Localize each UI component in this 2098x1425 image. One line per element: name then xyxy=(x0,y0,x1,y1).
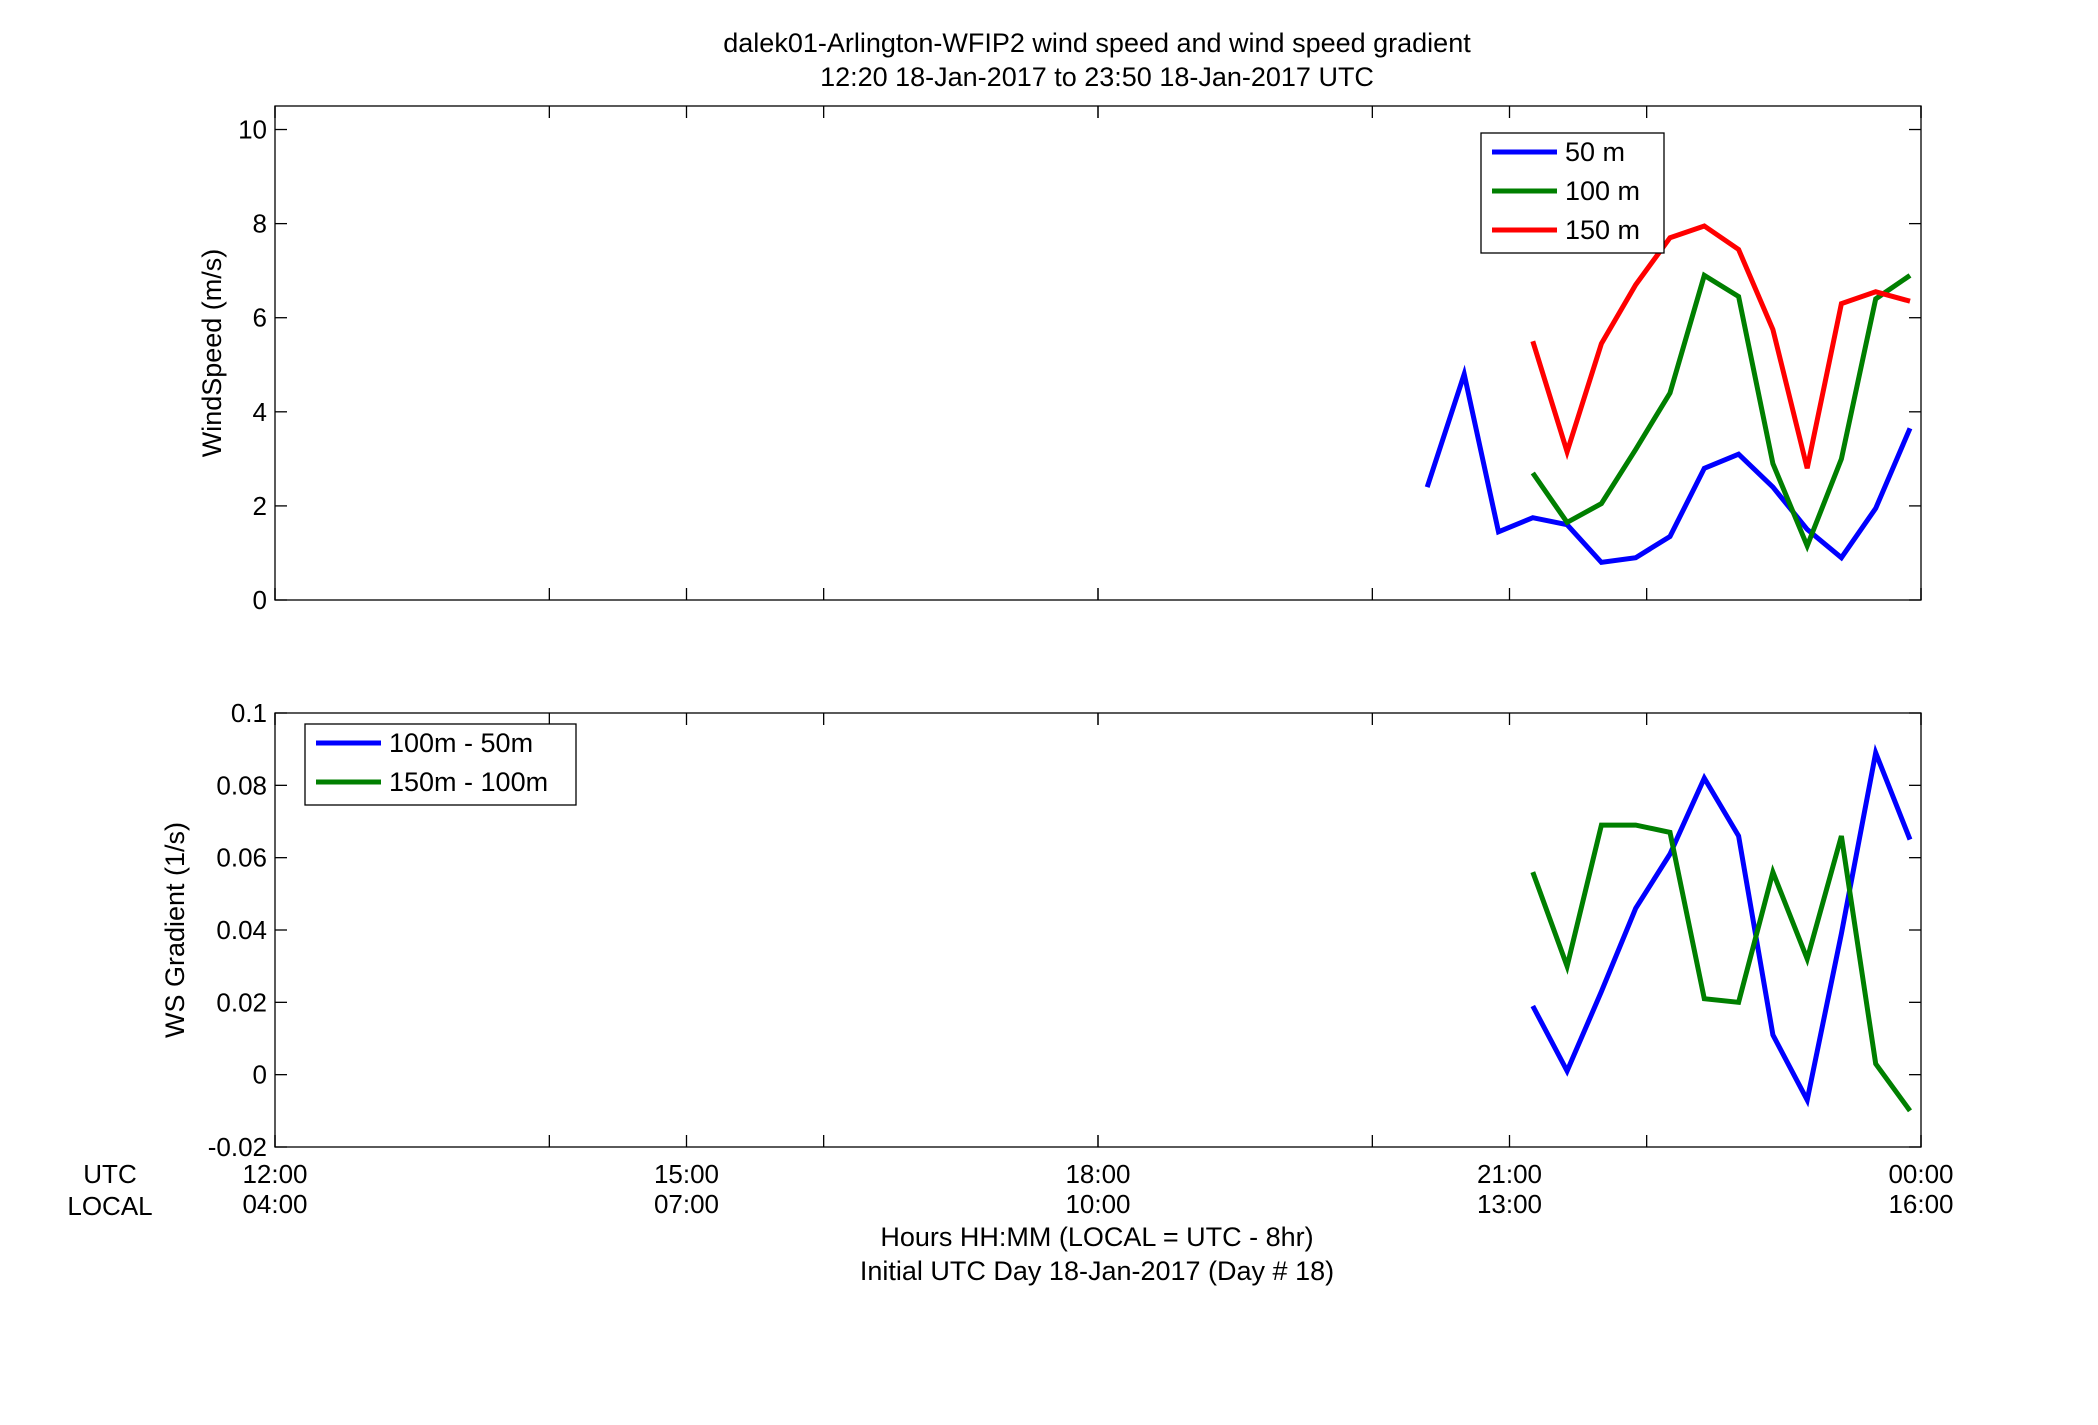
utc-tick-label: 12:00 xyxy=(242,1159,307,1189)
windspeed-panel: 0 2 4 6 8 10 WindSpeed (m/s) 50 m 100 m 150 m xyxy=(197,105,1922,615)
legend-label-100m: 100 m xyxy=(1565,176,1640,206)
gradient-series xyxy=(1530,743,1913,1113)
gradient-ticks: -0.02 0 0.02 0.04 0.06 0.08 0.1 xyxy=(208,698,1922,1162)
y-tick-label: 6 xyxy=(253,303,267,333)
y-tick-label: 10 xyxy=(238,115,267,145)
gradient-panel: -0.02 0 0.02 0.04 0.06 0.08 0.1 WS Gradient (1… xyxy=(160,698,1922,1162)
gradient-legend: 100m - 50m 150m - 100m xyxy=(304,723,577,806)
y-tick-label: 8 xyxy=(253,209,267,239)
local-row-label: LOCAL xyxy=(67,1191,152,1221)
y-tick-label: -0.02 xyxy=(208,1132,267,1162)
local-tick-label: 07:00 xyxy=(654,1189,719,1219)
y-tick-label: 0.08 xyxy=(216,770,267,800)
windspeed-series xyxy=(1424,223,1913,566)
series-line-50-m xyxy=(1424,364,1913,566)
chart-title-line2: 12:20 18-Jan-2017 to 23:50 18-Jan-2017 U… xyxy=(820,62,1374,92)
y-tick-label: 0.1 xyxy=(231,698,267,728)
utc-tick-label: 00:00 xyxy=(1888,1159,1953,1189)
gradient-legend-box xyxy=(304,723,577,806)
local-tick-label: 16:00 xyxy=(1888,1189,1953,1219)
series-line-150-m xyxy=(1530,223,1911,469)
local-tick-label: 04:00 xyxy=(242,1189,307,1219)
utc-tick-label: 15:00 xyxy=(654,1159,719,1189)
y-tick-label: 0.06 xyxy=(216,843,267,873)
x-axis-labels: UTC LOCAL 12:00 15:00 18:00 21:00 00:00 04:0… xyxy=(67,1159,1953,1286)
legend-label-100m-50m: 100m - 50m xyxy=(389,728,533,758)
utc-row-label: UTC xyxy=(83,1159,136,1189)
y-tick-label: 0 xyxy=(253,585,267,615)
series-line-100-m xyxy=(1530,271,1912,553)
y-tick-label: 2 xyxy=(253,491,267,521)
series-line-100m-50m xyxy=(1530,743,1913,1108)
legend-label-150m: 150 m xyxy=(1565,215,1640,245)
y-tick-label: 4 xyxy=(253,397,267,427)
gradient-ylabel: WS Gradient (1/s) xyxy=(160,822,190,1038)
local-tick-label: 13:00 xyxy=(1477,1189,1542,1219)
utc-tick-label: 21:00 xyxy=(1477,1159,1542,1189)
utc-tick-label: 18:00 xyxy=(1065,1159,1130,1189)
y-tick-label: 0 xyxy=(253,1060,267,1090)
local-tick-label: 10:00 xyxy=(1065,1189,1130,1219)
legend-label-50m: 50 m xyxy=(1565,137,1625,167)
utc-tick-labels: 12:00 15:00 18:00 21:00 00:00 xyxy=(242,1159,1953,1189)
windspeed-ylabel: WindSpeed (m/s) xyxy=(197,249,227,458)
xlabel-line1: Hours HH:MM (LOCAL = UTC - 8hr) xyxy=(880,1222,1313,1252)
xlabel-line2: Initial UTC Day 18-Jan-2017 (Day # 18) xyxy=(860,1256,1334,1286)
chart-title-line1: dalek01-Arlington-WFIP2 wind speed and w… xyxy=(723,28,1471,58)
y-tick-label: 0.04 xyxy=(216,915,267,945)
legend-label-150m-100m: 150m - 100m xyxy=(389,767,548,797)
windspeed-legend: 50 m 100 m 150 m xyxy=(1480,132,1665,254)
windspeed-ticks: 0 2 4 6 8 10 xyxy=(238,106,1922,615)
y-tick-label: 0.02 xyxy=(216,987,267,1017)
local-tick-labels: 04:00 07:00 10:00 13:00 16:00 xyxy=(242,1189,1953,1219)
series-line-150m-100m xyxy=(1530,822,1913,1113)
